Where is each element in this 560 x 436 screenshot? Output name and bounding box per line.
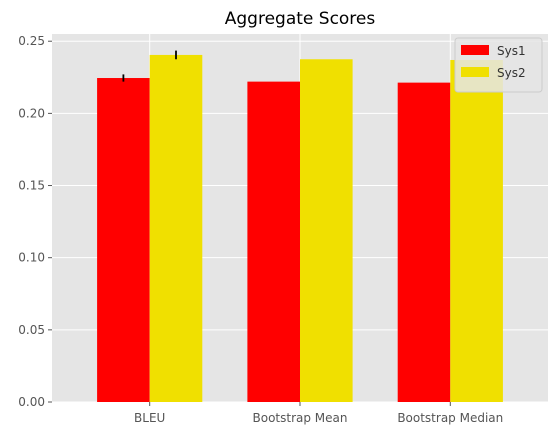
bar-sys2-1 (300, 59, 353, 402)
y-tick-label: 0.15 (18, 179, 45, 193)
y-tick-label: 0.20 (18, 106, 45, 120)
x-axis: BLEU Bootstrap Mean Bootstrap Median (134, 402, 503, 425)
y-tick-label: 0.25 (18, 34, 45, 48)
y-tick-label: 0.00 (18, 395, 45, 409)
bar-sys1-2 (397, 82, 451, 402)
y-axis: 0.00 0.05 0.10 0.15 0.20 0.25 (18, 34, 52, 409)
legend-label-sys2: Sys2 (497, 66, 526, 80)
legend: Sys1 Sys2 (454, 37, 543, 93)
x-tick-label: BLEU (134, 411, 165, 425)
legend-label-sys1: Sys1 (497, 44, 526, 58)
chart-title: Aggregate Scores (225, 9, 376, 29)
y-tick-label: 0.05 (18, 323, 45, 337)
x-tick-label: Bootstrap Median (397, 411, 503, 425)
error-bars (122, 50, 177, 82)
bar-sys1-0 (97, 78, 150, 402)
bars (97, 54, 503, 403)
legend-swatch-sys2 (461, 67, 489, 77)
legend-swatch-sys1 (461, 45, 489, 55)
bar-sys2-0 (149, 54, 203, 403)
bar-sys2-2 (450, 59, 503, 402)
x-tick-label: Bootstrap Mean (253, 411, 348, 425)
y-tick-label: 0.10 (18, 251, 45, 265)
bar-sys1-1 (247, 81, 300, 402)
